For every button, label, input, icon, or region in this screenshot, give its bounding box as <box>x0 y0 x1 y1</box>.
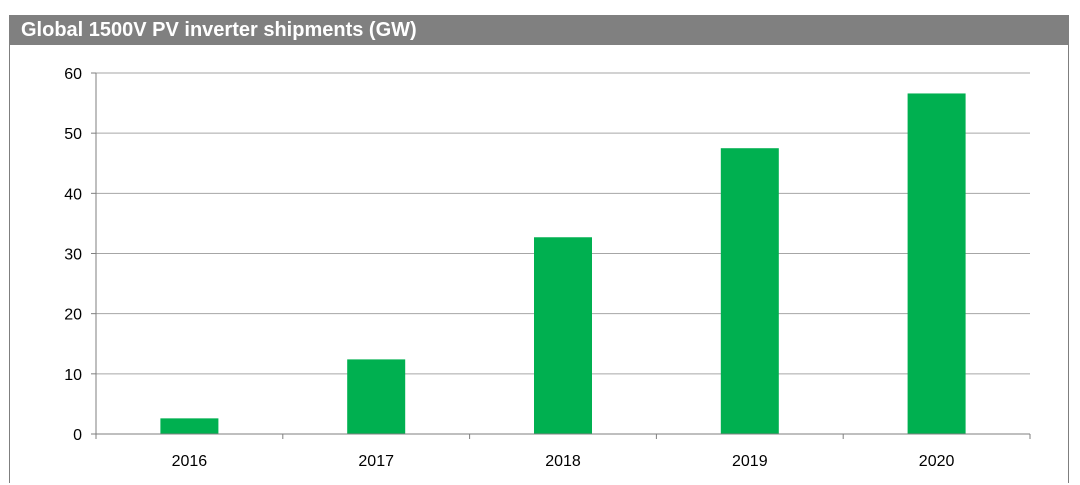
y-tick-label: 40 <box>64 186 82 203</box>
x-tick-label: 2018 <box>545 453 581 470</box>
y-tick-label: 30 <box>64 247 82 264</box>
y-tick-label: 10 <box>64 367 82 384</box>
y-tick-labels: 0 10 20 30 40 50 60 <box>64 66 82 444</box>
chart-title-bar: Global 1500V PV inverter shipments (GW) <box>9 15 1069 45</box>
x-tick-labels: 2016 2017 2018 2019 2020 <box>172 453 955 470</box>
y-tick-label: 20 <box>64 307 82 324</box>
bar-2018 <box>534 237 592 434</box>
axes <box>91 72 1031 439</box>
y-tick-label: 60 <box>64 66 82 83</box>
chart-frame <box>9 15 1069 483</box>
y-tick-label: 50 <box>64 126 82 143</box>
x-tick-label: 2017 <box>358 453 394 470</box>
x-tick-label: 2016 <box>172 453 208 470</box>
bar-2016 <box>160 418 219 434</box>
gridlines <box>96 72 1030 375</box>
x-tick-label: 2020 <box>919 453 955 470</box>
y-tick-label: 0 <box>73 427 82 444</box>
x-tick-label: 2019 <box>732 453 768 470</box>
bar-2017 <box>347 359 406 434</box>
bar-2019 <box>720 148 779 435</box>
chart-title: Global 1500V PV inverter shipments (GW) <box>21 19 417 41</box>
bars <box>160 93 966 435</box>
bar-2020 <box>907 93 966 434</box>
